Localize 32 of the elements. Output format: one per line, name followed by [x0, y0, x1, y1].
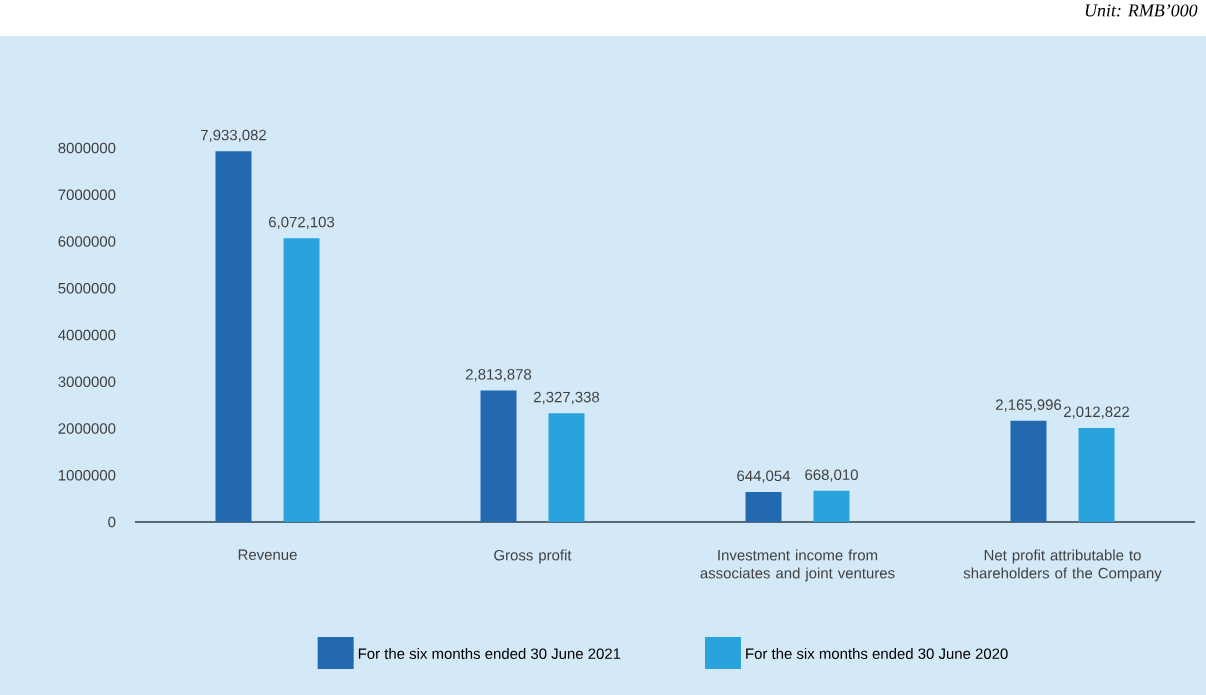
bar: [283, 238, 320, 522]
x-tick-label: Gross profit: [494, 549, 572, 564]
bar: [215, 151, 252, 522]
y-tick-label: 1000000: [58, 469, 116, 481]
bar: [745, 491, 782, 522]
text: Unit: RMB’000: [1085, 4, 1198, 17]
data-label: 2,165,996: [996, 399, 1062, 412]
y-tick-label: 3000000: [58, 376, 116, 388]
y-tick-label: 5000000: [58, 282, 116, 294]
data-label: 644,054: [737, 470, 791, 483]
data-label: 2,012,822: [1064, 406, 1129, 419]
x-tick-label: Investment income from associates and joint ventures: [700, 549, 895, 582]
bar: [1010, 420, 1047, 522]
y-tick-label: 6000000: [58, 236, 116, 247]
y-tick-label: 8000000: [58, 142, 116, 154]
bar: [548, 413, 585, 522]
y-tick-label: 0: [108, 516, 116, 528]
data-label: 6,072,103: [269, 216, 335, 230]
data-label: 2,813,878: [466, 369, 532, 382]
x-tick-label: Net profit attributable to shareholders of the Company: [963, 549, 1162, 582]
legend-label: For the six months ended 30 June 2021: [358, 648, 621, 659]
legend-label: For the six months ended 30 June 2020: [746, 648, 1008, 659]
bar: [1078, 427, 1115, 522]
y-tick-label: 4000000: [58, 329, 116, 341]
bar: [813, 490, 850, 522]
y-tick-label: 7000000: [58, 189, 116, 201]
y-tick-label: 2000000: [58, 423, 116, 434]
x-tick-label: Revenue: [238, 549, 297, 560]
data-label: 668,010: [805, 469, 858, 482]
bar: [480, 390, 517, 522]
data-label: 7,933,082: [201, 129, 266, 143]
data-label: 2,327,338: [534, 391, 600, 405]
